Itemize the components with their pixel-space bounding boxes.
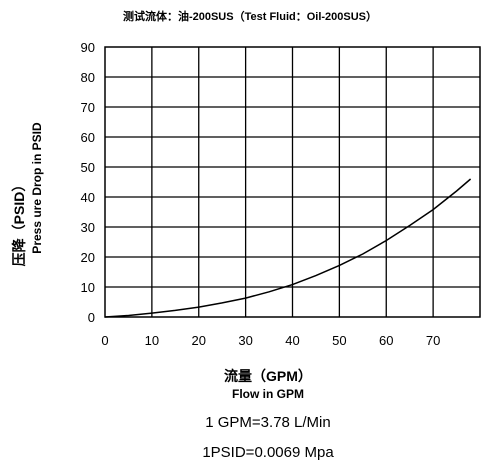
x-tick-label: 20 <box>192 333 206 348</box>
y-tick-labels: 0 10 20 30 40 50 60 70 80 90 <box>81 40 95 325</box>
x-axis-label-cn: 流量（GPM） <box>224 368 312 384</box>
x-tick-label: 30 <box>238 333 252 348</box>
note-psid-conversion: 1PSID=0.0069 Mpa <box>202 444 334 461</box>
x-tick-label: 60 <box>379 333 393 348</box>
chart-title: 测试流体：油-200SUS（Test Fluid：Oil-200SUS） <box>123 9 377 23</box>
x-axis-label-en: Flow in GPM <box>232 387 304 401</box>
chart-grid <box>105 47 480 317</box>
series-line-pressure-drop <box>104 178 472 318</box>
plot-frame <box>104 46 481 318</box>
x-tick-labels: 0 10 20 30 40 50 60 70 <box>101 333 440 348</box>
y-axis-label-cn: 压降（PSID） <box>11 178 27 267</box>
y-tick-label: 70 <box>81 100 95 115</box>
x-tick-label: 10 <box>145 333 159 348</box>
y-tick-label: 60 <box>81 130 95 145</box>
y-tick-label: 90 <box>81 40 95 55</box>
x-tick-label: 70 <box>426 333 440 348</box>
x-tick-label: 0 <box>101 333 108 348</box>
note-gpm-conversion: 1 GPM=3.78 L/Min <box>205 414 330 431</box>
x-tick-label: 50 <box>332 333 346 348</box>
y-tick-label: 20 <box>81 250 95 265</box>
y-axis-label-en: Press ure Drop in PSID <box>30 122 44 254</box>
y-tick-label: 50 <box>81 160 95 175</box>
y-tick-label: 0 <box>88 310 95 325</box>
y-tick-label: 30 <box>81 220 95 235</box>
y-tick-label: 40 <box>81 190 95 205</box>
x-tick-label: 40 <box>285 333 299 348</box>
y-tick-label: 80 <box>81 70 95 85</box>
y-tick-label: 10 <box>81 280 95 295</box>
